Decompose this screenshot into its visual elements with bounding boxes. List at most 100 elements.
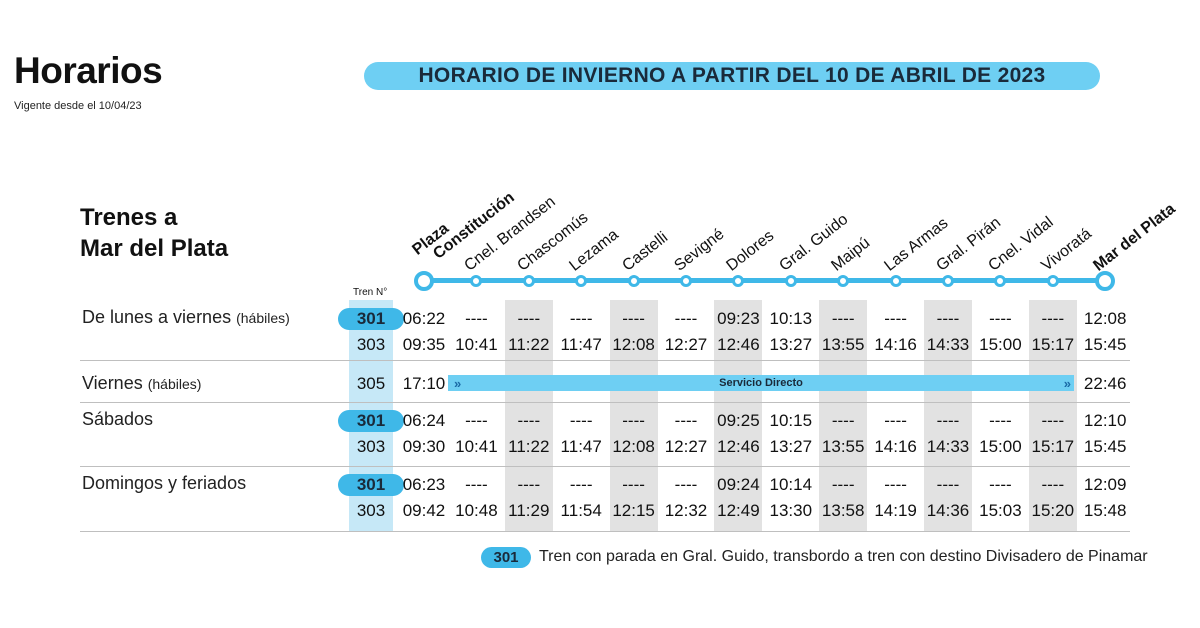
time-cell: ---- <box>831 411 855 430</box>
chevron-right-icon: » <box>454 375 461 391</box>
page-subtitle: Vigente desde el 10/04/23 <box>14 100 142 112</box>
time-cell: 12:27 <box>664 437 708 456</box>
time-cell: 15:17 <box>1031 335 1075 354</box>
time-cell: 15:03 <box>979 501 1022 520</box>
station-name: Maipú <box>828 234 874 275</box>
time-cell: ---- <box>989 309 1012 328</box>
time-cell: ---- <box>569 475 593 494</box>
page-title: Horarios <box>14 50 163 91</box>
time-cell: 12:49 <box>717 501 760 520</box>
time-cell: 12:08 <box>612 335 655 354</box>
station-stop-dot <box>889 274 902 287</box>
station-stop-dot <box>837 274 850 287</box>
time-cell: 11:47 <box>560 335 602 354</box>
train-number: 301 <box>338 410 404 432</box>
arrival-time: 22:46 <box>1083 374 1127 393</box>
train-number: 301 <box>338 474 404 496</box>
station-label: Sevigné <box>671 226 727 275</box>
time-cell: ---- <box>1041 411 1065 430</box>
route-line <box>424 278 1106 283</box>
time-cell: 06:23 <box>402 475 446 494</box>
section-title: Trenes a Mar del Plata <box>80 202 228 264</box>
station-stop-dot <box>575 274 588 287</box>
time-cell: 14:33 <box>926 335 970 354</box>
time-cell: 09:24 <box>717 475 760 494</box>
shaded-column-8 <box>819 300 868 532</box>
day-type-name: De lunes a viernes <box>82 307 232 327</box>
time-cell: 14:16 <box>874 437 917 456</box>
time-cell: 09:23 <box>717 309 760 328</box>
time-cell: 13:55 <box>821 437 865 456</box>
time-cell: 09:25 <box>717 411 760 430</box>
day-type-label: Domingos y feriados <box>82 473 246 494</box>
shaded-column-2 <box>504 300 553 532</box>
row-separator <box>80 402 1130 403</box>
time-cell: 14:19 <box>874 501 917 520</box>
day-type-label: Sábados <box>82 409 153 430</box>
legend-train-badge: 301 <box>481 547 531 568</box>
time-cell: 06:22 <box>402 309 446 328</box>
time-cell: ---- <box>884 411 907 430</box>
time-cell: 13:55 <box>821 335 865 354</box>
station-name: Mar del Plata <box>1090 200 1179 275</box>
station-stop-dot <box>942 274 954 287</box>
train-number: 305 <box>356 374 386 393</box>
time-cell: 09:30 <box>402 437 446 456</box>
time-cell: 06:24 <box>402 411 446 430</box>
train-number: 303 <box>356 501 386 520</box>
time-cell: ---- <box>622 411 645 430</box>
day-type-label: Viernes (hábiles) <box>82 373 201 394</box>
time-cell: 11:47 <box>560 437 602 456</box>
time-cell: 12:08 <box>1083 309 1127 328</box>
station-stop-dot <box>732 274 745 287</box>
time-cell: 15:20 <box>1031 501 1075 520</box>
time-cell: 09:42 <box>402 501 446 520</box>
direct-service-bar: » Servicio Directo » <box>448 375 1074 391</box>
train-number: 301 <box>338 308 404 330</box>
station-label: Plaza Constitución <box>409 177 517 271</box>
time-cell: 13:30 <box>769 501 813 520</box>
time-cell: ---- <box>465 475 488 494</box>
time-cell: ---- <box>517 309 541 328</box>
time-cell: 13:58 <box>821 501 865 520</box>
time-cell: 10:41 <box>455 335 498 354</box>
time-cell: ---- <box>465 309 488 328</box>
time-cell: 13:27 <box>769 437 813 456</box>
time-cell: ---- <box>674 411 698 430</box>
time-cell: 12:15 <box>612 501 655 520</box>
row-separator <box>80 531 1130 532</box>
time-cell: 15:00 <box>979 335 1022 354</box>
row-separator <box>80 466 1130 467</box>
direct-service-label: Servicio Directo <box>719 377 803 389</box>
departure-time: 17:10 <box>402 374 446 393</box>
time-cell: ---- <box>884 309 907 328</box>
time-cell: ---- <box>517 411 541 430</box>
time-cell: 10:48 <box>455 501 498 520</box>
day-type-name: Domingos y feriados <box>82 473 247 493</box>
time-cell: ---- <box>465 411 488 430</box>
time-cell: ---- <box>936 309 960 328</box>
time-cell: 12:08 <box>612 437 655 456</box>
time-cell: 11:22 <box>508 437 550 456</box>
time-cell: 14:16 <box>874 335 917 354</box>
time-cell: ---- <box>674 475 698 494</box>
shaded-column-4 <box>609 300 658 532</box>
time-cell: ---- <box>936 475 960 494</box>
time-cell: ---- <box>569 309 593 328</box>
time-cell: 14:33 <box>926 437 970 456</box>
banner-text: HORARIO DE INVIERNO A PARTIR DEL 10 DE A… <box>418 64 1046 87</box>
station-label: Castelli <box>619 229 671 275</box>
station-label: Dolores <box>724 227 778 274</box>
shaded-column-6 <box>714 300 763 532</box>
day-type-label: De lunes a viernes (hábiles) <box>82 307 290 328</box>
time-cell: ---- <box>1041 475 1065 494</box>
time-cell: 12:46 <box>717 437 760 456</box>
shaded-column-10 <box>924 300 972 532</box>
time-cell: 12:46 <box>717 335 760 354</box>
time-cell: 14:36 <box>926 501 970 520</box>
time-cell: ---- <box>622 475 645 494</box>
station-label: Mar del Plata <box>1090 200 1179 275</box>
time-cell: ---- <box>936 411 960 430</box>
chevron-right-icon: » <box>1063 375 1071 391</box>
train-number-header: Tren N° <box>353 287 388 298</box>
